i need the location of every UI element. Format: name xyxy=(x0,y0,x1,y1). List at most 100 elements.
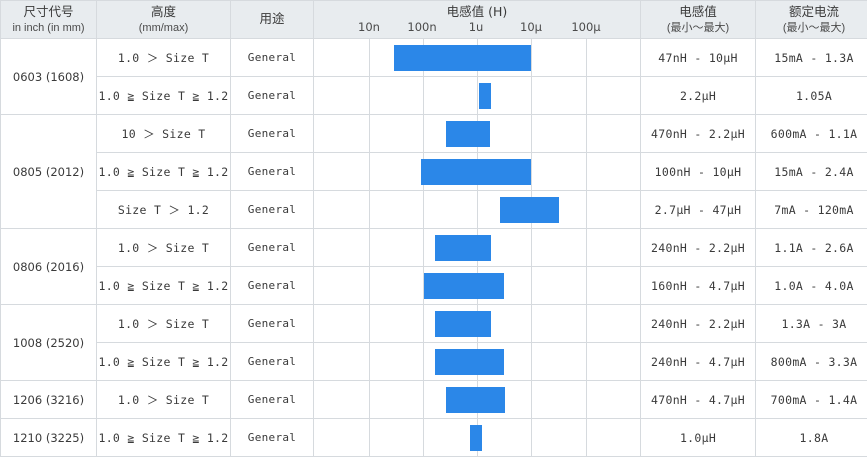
cell-inductance-range: 160nH - 4.7μH xyxy=(641,267,756,305)
column-header-size: 尺寸代号 in inch (in mm) xyxy=(1,1,97,39)
inductance-range-bar xyxy=(424,273,504,299)
cell-inductance-bar xyxy=(314,381,641,419)
inductance-range-bar xyxy=(421,159,531,185)
cell-height: 1.0 ≧ Size T ≧ 1.2 xyxy=(97,77,231,115)
cell-use: General xyxy=(231,267,314,305)
cell-use: General xyxy=(231,153,314,191)
column-header-inductance-value: 电感值 (最小〜最大) xyxy=(641,1,756,39)
cell-use: General xyxy=(231,191,314,229)
cell-inductance-range: 100nH - 10μH xyxy=(641,153,756,191)
chart-tick-3: 10μ xyxy=(520,20,542,36)
cell-inductance-range: 240nH - 2.2μH xyxy=(641,229,756,267)
cell-use: General xyxy=(231,77,314,115)
inductance-range-bar xyxy=(470,425,482,451)
cell-rated-current: 800mA - 3.3A xyxy=(756,343,867,381)
cell-rated-current: 600mA - 1.1A xyxy=(756,115,867,153)
chart-gridline-3 xyxy=(531,267,532,304)
cell-inductance-bar xyxy=(314,77,641,115)
inductance-range-bar xyxy=(435,311,491,337)
inductance-range-bar xyxy=(479,83,491,109)
cell-inductance-bar xyxy=(314,267,641,305)
chart-gridline-2 xyxy=(477,77,478,114)
cell-use: General xyxy=(231,419,314,457)
cell-use: General xyxy=(231,115,314,153)
chart-gridline-0 xyxy=(369,191,370,228)
column-header-height-sub: (mm/max) xyxy=(97,21,230,36)
cell-use: General xyxy=(231,39,314,77)
chart-gridline-1 xyxy=(423,229,424,266)
cell-inductance-bar xyxy=(314,305,641,343)
chart-gridline-3 xyxy=(531,115,532,152)
cell-height: 1.0 ≧ Size T ≧ 1.2 xyxy=(97,343,231,381)
chart-gridline-0 xyxy=(369,229,370,266)
cell-height: 1.0 ≧ Size T ≧ 1.2 xyxy=(97,419,231,457)
cell-inductance-range: 2.7μH - 47μH xyxy=(641,191,756,229)
column-header-height-title: 高度 xyxy=(151,5,176,19)
cell-use: General xyxy=(231,305,314,343)
cell-size-code: 0805 (2012) xyxy=(1,115,97,229)
cell-inductance-bar xyxy=(314,419,641,457)
chart-gridline-4 xyxy=(586,191,587,228)
column-header-use: 用途 xyxy=(231,1,314,39)
chart-axis-title: 电感值 (H) xyxy=(314,4,640,21)
column-header-use-title: 用途 xyxy=(259,12,284,26)
cell-use: General xyxy=(231,229,314,267)
chart-gridline-4 xyxy=(586,39,587,76)
cell-use: General xyxy=(231,381,314,419)
cell-size-code: 1206 (3216) xyxy=(1,381,97,419)
cell-use: General xyxy=(231,343,314,381)
cell-height: 10 ＞ Size T xyxy=(97,115,231,153)
chart-gridline-3 xyxy=(531,77,532,114)
cell-size-code: 0603 (1608) xyxy=(1,39,97,115)
chart-gridline-3 xyxy=(531,39,532,76)
chart-gridline-0 xyxy=(369,77,370,114)
cell-size-code: 1008 (2520) xyxy=(1,305,97,381)
cell-height: 1.0 ＞ Size T xyxy=(97,381,231,419)
cell-inductance-bar xyxy=(314,191,641,229)
chart-gridline-1 xyxy=(423,343,424,380)
chart-gridline-0 xyxy=(369,39,370,76)
cell-inductance-range: 470nH - 2.2μH xyxy=(641,115,756,153)
column-header-size-sub: in inch (in mm) xyxy=(1,21,96,36)
inductance-range-bar xyxy=(394,45,531,71)
column-header-rated-current: 额定电流 (最小〜最大) xyxy=(756,1,867,39)
header-row: 尺寸代号 in inch (in mm) 高度 (mm/max) 用途 电感值 … xyxy=(1,1,867,39)
chart-gridline-3 xyxy=(531,381,532,418)
chart-gridline-1 xyxy=(423,115,424,152)
column-header-size-title: 尺寸代号 xyxy=(23,5,73,19)
cell-inductance-bar xyxy=(314,115,641,153)
cell-height: 1.0 ≧ Size T ≧ 1.2 xyxy=(97,267,231,305)
cell-rated-current: 1.0A - 4.0A xyxy=(756,267,867,305)
inductance-range-bar xyxy=(435,349,504,375)
chart-gridline-3 xyxy=(531,305,532,342)
cell-inductance-range: 47nH - 10μH xyxy=(641,39,756,77)
cell-inductance-range: 240nH - 2.2μH xyxy=(641,305,756,343)
chart-gridline-0 xyxy=(369,267,370,304)
chart-gridline-4 xyxy=(586,267,587,304)
chart-gridline-1 xyxy=(423,419,424,456)
chart-gridline-1 xyxy=(423,305,424,342)
chart-gridline-4 xyxy=(586,153,587,190)
cell-rated-current: 1.3A - 3A xyxy=(756,305,867,343)
chart-gridline-0 xyxy=(369,115,370,152)
inductance-range-bar xyxy=(446,121,490,147)
chart-gridline-4 xyxy=(586,381,587,418)
table-header: 尺寸代号 in inch (in mm) 高度 (mm/max) 用途 电感值 … xyxy=(1,1,867,39)
inductance-range-bar xyxy=(500,197,559,223)
cell-height: 1.0 ＞ Size T xyxy=(97,305,231,343)
chart-gridline-3 xyxy=(531,419,532,456)
chart-gridline-4 xyxy=(586,115,587,152)
cell-inductance-range: 470nH - 4.7μH xyxy=(641,381,756,419)
cell-inductance-range: 2.2μH xyxy=(641,77,756,115)
cell-rated-current: 700mA - 1.4A xyxy=(756,381,867,419)
